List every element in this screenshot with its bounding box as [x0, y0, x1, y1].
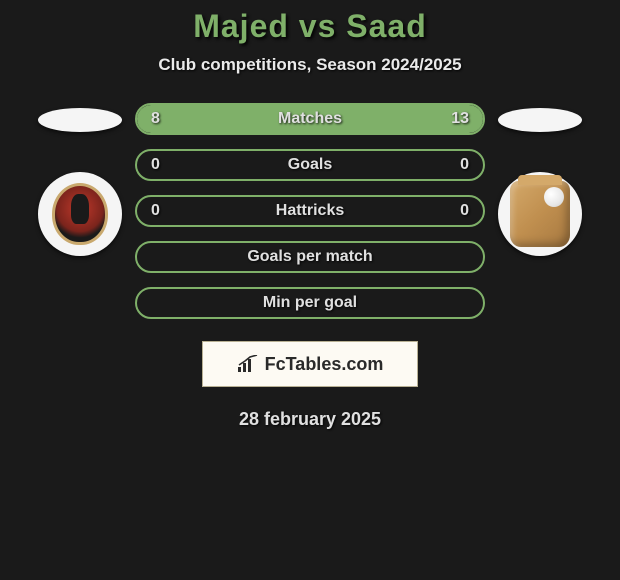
- stat-value-left: 0: [151, 156, 173, 174]
- stat-label: Matches: [278, 110, 342, 128]
- left-column: [25, 103, 135, 256]
- stat-value-right: 0: [447, 156, 469, 174]
- page-title: Majed vs Saad: [193, 8, 427, 45]
- stat-bars: 8 Matches 13 0 Goals 0 0 Hattricks 0 Goals per ma…: [135, 103, 485, 319]
- stat-row: Min per goal: [135, 287, 485, 319]
- stat-value-left: 0: [151, 202, 173, 220]
- stat-value-left: 8: [151, 110, 173, 128]
- stat-label: Goals: [288, 156, 332, 174]
- club-badge-right: [498, 172, 582, 256]
- stat-row: Goals per match: [135, 241, 485, 273]
- date-label: 28 february 2025: [239, 409, 381, 430]
- subtitle: Club competitions, Season 2024/2025: [158, 55, 461, 75]
- stat-row: 8 Matches 13: [135, 103, 485, 135]
- stat-row: 0 Hattricks 0: [135, 195, 485, 227]
- stat-row: 0 Goals 0: [135, 149, 485, 181]
- stat-value-right: 0: [447, 202, 469, 220]
- logo-text: FcTables.com: [265, 354, 384, 375]
- stat-label: Hattricks: [276, 202, 344, 220]
- umm-salal-crest-icon: [52, 183, 108, 245]
- player-silhouette-icon: [38, 108, 122, 132]
- stat-label: Min per goal: [263, 294, 357, 312]
- stats-wrapper: 8 Matches 13 0 Goals 0 0 Hattricks 0 Goals per ma…: [0, 103, 620, 319]
- bar-chart-icon: [237, 355, 259, 373]
- right-column: [485, 103, 595, 256]
- stat-value-right: 13: [447, 110, 469, 128]
- club-badge-left: [38, 172, 122, 256]
- fctables-logo: FcTables.com: [202, 341, 418, 387]
- stat-label: Goals per match: [247, 248, 372, 266]
- infographic-container: Majed vs Saad Club competitions, Season …: [0, 0, 620, 580]
- player-silhouette-icon: [498, 108, 582, 132]
- tower-crest-icon: [510, 181, 570, 247]
